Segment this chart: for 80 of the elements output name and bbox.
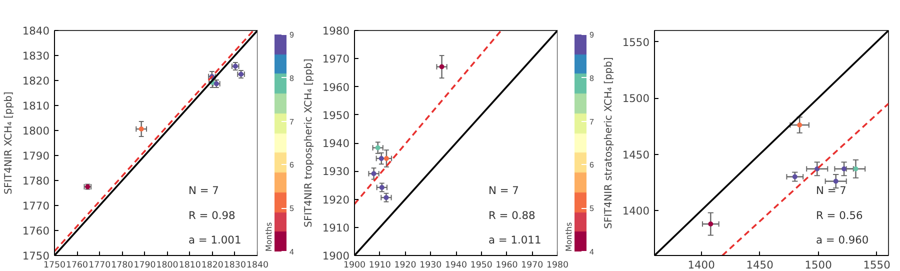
point bbox=[138, 126, 144, 132]
color-bar-label: 7 bbox=[590, 117, 594, 126]
color-bar-label: 6 bbox=[590, 160, 594, 170]
x-tick-label: 1750 bbox=[43, 260, 66, 270]
color-bar-title: Months bbox=[564, 222, 574, 252]
x-tick-label: 1950 bbox=[470, 260, 492, 270]
x-tick-label: 1960 bbox=[496, 260, 518, 270]
y-tick-label: 1500 bbox=[622, 92, 650, 105]
annotation: R = 0.88 bbox=[488, 208, 536, 222]
x-tick-label: 1930 bbox=[420, 260, 442, 270]
point bbox=[371, 171, 376, 176]
y-tick-label: 1400 bbox=[622, 204, 650, 218]
color-bar-label: 4 bbox=[290, 248, 294, 256]
color-bar-label: 5 bbox=[590, 204, 594, 214]
x-tick-label: 1840 bbox=[246, 260, 269, 270]
x-tick-label: 1830 bbox=[224, 260, 246, 270]
annotation: N = 7 bbox=[816, 184, 846, 197]
x-tick-label: 1500 bbox=[804, 258, 832, 271]
x-tick-label: 1780 bbox=[111, 260, 134, 270]
y-tick-label: 1840 bbox=[22, 24, 50, 38]
x-tick-label: 1980 bbox=[546, 260, 569, 270]
x-tick-label: 1900 bbox=[343, 260, 366, 270]
y-tick-label: 1790 bbox=[22, 150, 50, 162]
annotation: N = 7 bbox=[488, 184, 519, 197]
point bbox=[375, 145, 380, 150]
color-bar-label: 5 bbox=[290, 204, 294, 214]
annotation: a = 1.011 bbox=[488, 234, 542, 246]
x-tick-label: 1450 bbox=[746, 258, 774, 271]
annotation: a = 0.960 bbox=[816, 234, 869, 246]
y-tick-label: 1820 bbox=[22, 74, 50, 88]
y-tick-label: 1970 bbox=[322, 52, 350, 66]
x-tick-label: 1920 bbox=[394, 260, 416, 270]
point bbox=[797, 122, 802, 128]
x-tick-label: 1800 bbox=[156, 260, 178, 270]
x-tick-label: 1970 bbox=[521, 260, 544, 270]
x-tick-label: 1770 bbox=[88, 260, 111, 270]
x-tick-label: 1810 bbox=[178, 260, 201, 270]
y-axis-title: SFIT4NIR tropospheric XCH₄ [ppb] bbox=[303, 58, 314, 228]
x-tick-label: 1400 bbox=[688, 258, 716, 271]
annotation: a = 1.001 bbox=[188, 234, 242, 246]
y-tick-label: 1910 bbox=[322, 221, 350, 234]
y-axis-title: SFIT4NIR XCH₄ [ppb] bbox=[3, 92, 14, 194]
annotation: R = 0.56 bbox=[816, 208, 864, 222]
x-tick-label: 1820 bbox=[201, 260, 224, 270]
y-tick-label: 1450 bbox=[622, 148, 650, 162]
x-tick-label: 1550 bbox=[863, 258, 891, 271]
y-tick-label: 1760 bbox=[22, 224, 50, 238]
y-tick-label: 1810 bbox=[22, 100, 50, 112]
color-bar-label: 7 bbox=[290, 117, 294, 126]
y-tick-label: 1930 bbox=[322, 165, 350, 178]
y-tick-label: 1800 bbox=[22, 124, 50, 138]
color-bar-label: 9 bbox=[290, 30, 294, 40]
y-tick-label: 1830 bbox=[22, 50, 50, 62]
annotation: N = 7 bbox=[188, 184, 219, 197]
y-tick-label: 1550 bbox=[622, 36, 650, 49]
color-bar-label: 9 bbox=[590, 30, 594, 40]
point bbox=[708, 222, 714, 226]
point bbox=[814, 166, 820, 172]
y-tick-label: 1750 bbox=[22, 250, 50, 262]
x-tick-label: 1910 bbox=[368, 260, 391, 270]
x-tick-label: 1790 bbox=[134, 260, 156, 270]
y-tick-label: 1960 bbox=[322, 80, 350, 94]
y-axis-title: SFIT4NIR stratospheric XCH₄ [ppb] bbox=[603, 57, 614, 229]
color-bar-label: 8 bbox=[590, 74, 594, 83]
y-tick-label: 1780 bbox=[22, 174, 50, 188]
x-tick-label: 1760 bbox=[66, 260, 88, 270]
color-bar-label: 6 bbox=[290, 160, 294, 170]
point bbox=[439, 64, 444, 70]
y-tick-label: 1920 bbox=[322, 193, 350, 206]
x-tick-label: 1940 bbox=[444, 260, 468, 270]
y-tick-label: 1950 bbox=[322, 108, 350, 122]
color-bar-label: 8 bbox=[290, 74, 294, 83]
color-bar-title: Months bbox=[264, 222, 274, 252]
annotation: R = 0.98 bbox=[188, 208, 236, 222]
point bbox=[833, 178, 838, 184]
y-tick-label: 1900 bbox=[322, 250, 350, 262]
y-tick-label: 1770 bbox=[22, 200, 50, 212]
y-tick-label: 1980 bbox=[322, 24, 350, 38]
color-bar-label: 4 bbox=[590, 248, 594, 256]
y-tick-label: 1940 bbox=[322, 137, 350, 150]
